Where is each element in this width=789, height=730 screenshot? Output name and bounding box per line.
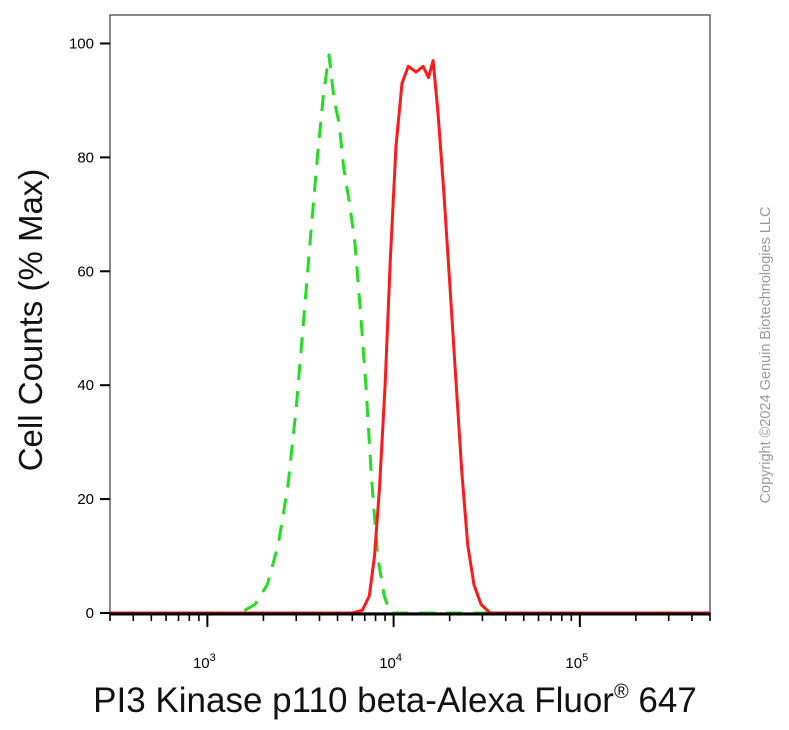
x-tick-label: 104 — [379, 652, 402, 672]
x-tick-label: 103 — [193, 652, 216, 672]
x-axis: 103 104 105 — [109, 612, 711, 672]
plot-border — [109, 14, 711, 614]
y-axis-title: Cell Counts (% Max) — [12, 169, 49, 472]
y-tick-label: 60 — [77, 263, 94, 280]
y-tick-label: 0 — [86, 605, 94, 622]
series-line-1 — [110, 53, 710, 615]
x-tick-label-exponent: 4 — [396, 652, 402, 664]
histogram-curves — [110, 53, 710, 615]
x-axis-title-suffix: 647 — [629, 681, 697, 720]
series-line-2 — [110, 59, 710, 615]
y-axis: 0 20 40 60 80 100 — [69, 35, 110, 622]
x-axis-title-main: PI3 Kinase p110 beta-Alexa Fluor — [93, 681, 614, 720]
plot-frame — [109, 14, 711, 614]
y-tick-label: 20 — [77, 491, 94, 508]
copyright-watermark: Copyright ©2024 Genuin Biotechnologies L… — [758, 207, 774, 504]
y-tick-label: 40 — [77, 377, 94, 394]
x-axis-title-registered-mark: ® — [614, 681, 629, 703]
x-tick-label-exponent: 3 — [210, 652, 216, 664]
y-tick-label: 100 — [69, 35, 94, 52]
x-tick-label-exponent: 5 — [582, 652, 588, 664]
x-tick-label: 105 — [565, 652, 588, 672]
y-tick-label: 80 — [77, 149, 94, 166]
x-axis-title: PI3 Kinase p110 beta-Alexa Fluor® 647 — [93, 681, 697, 720]
